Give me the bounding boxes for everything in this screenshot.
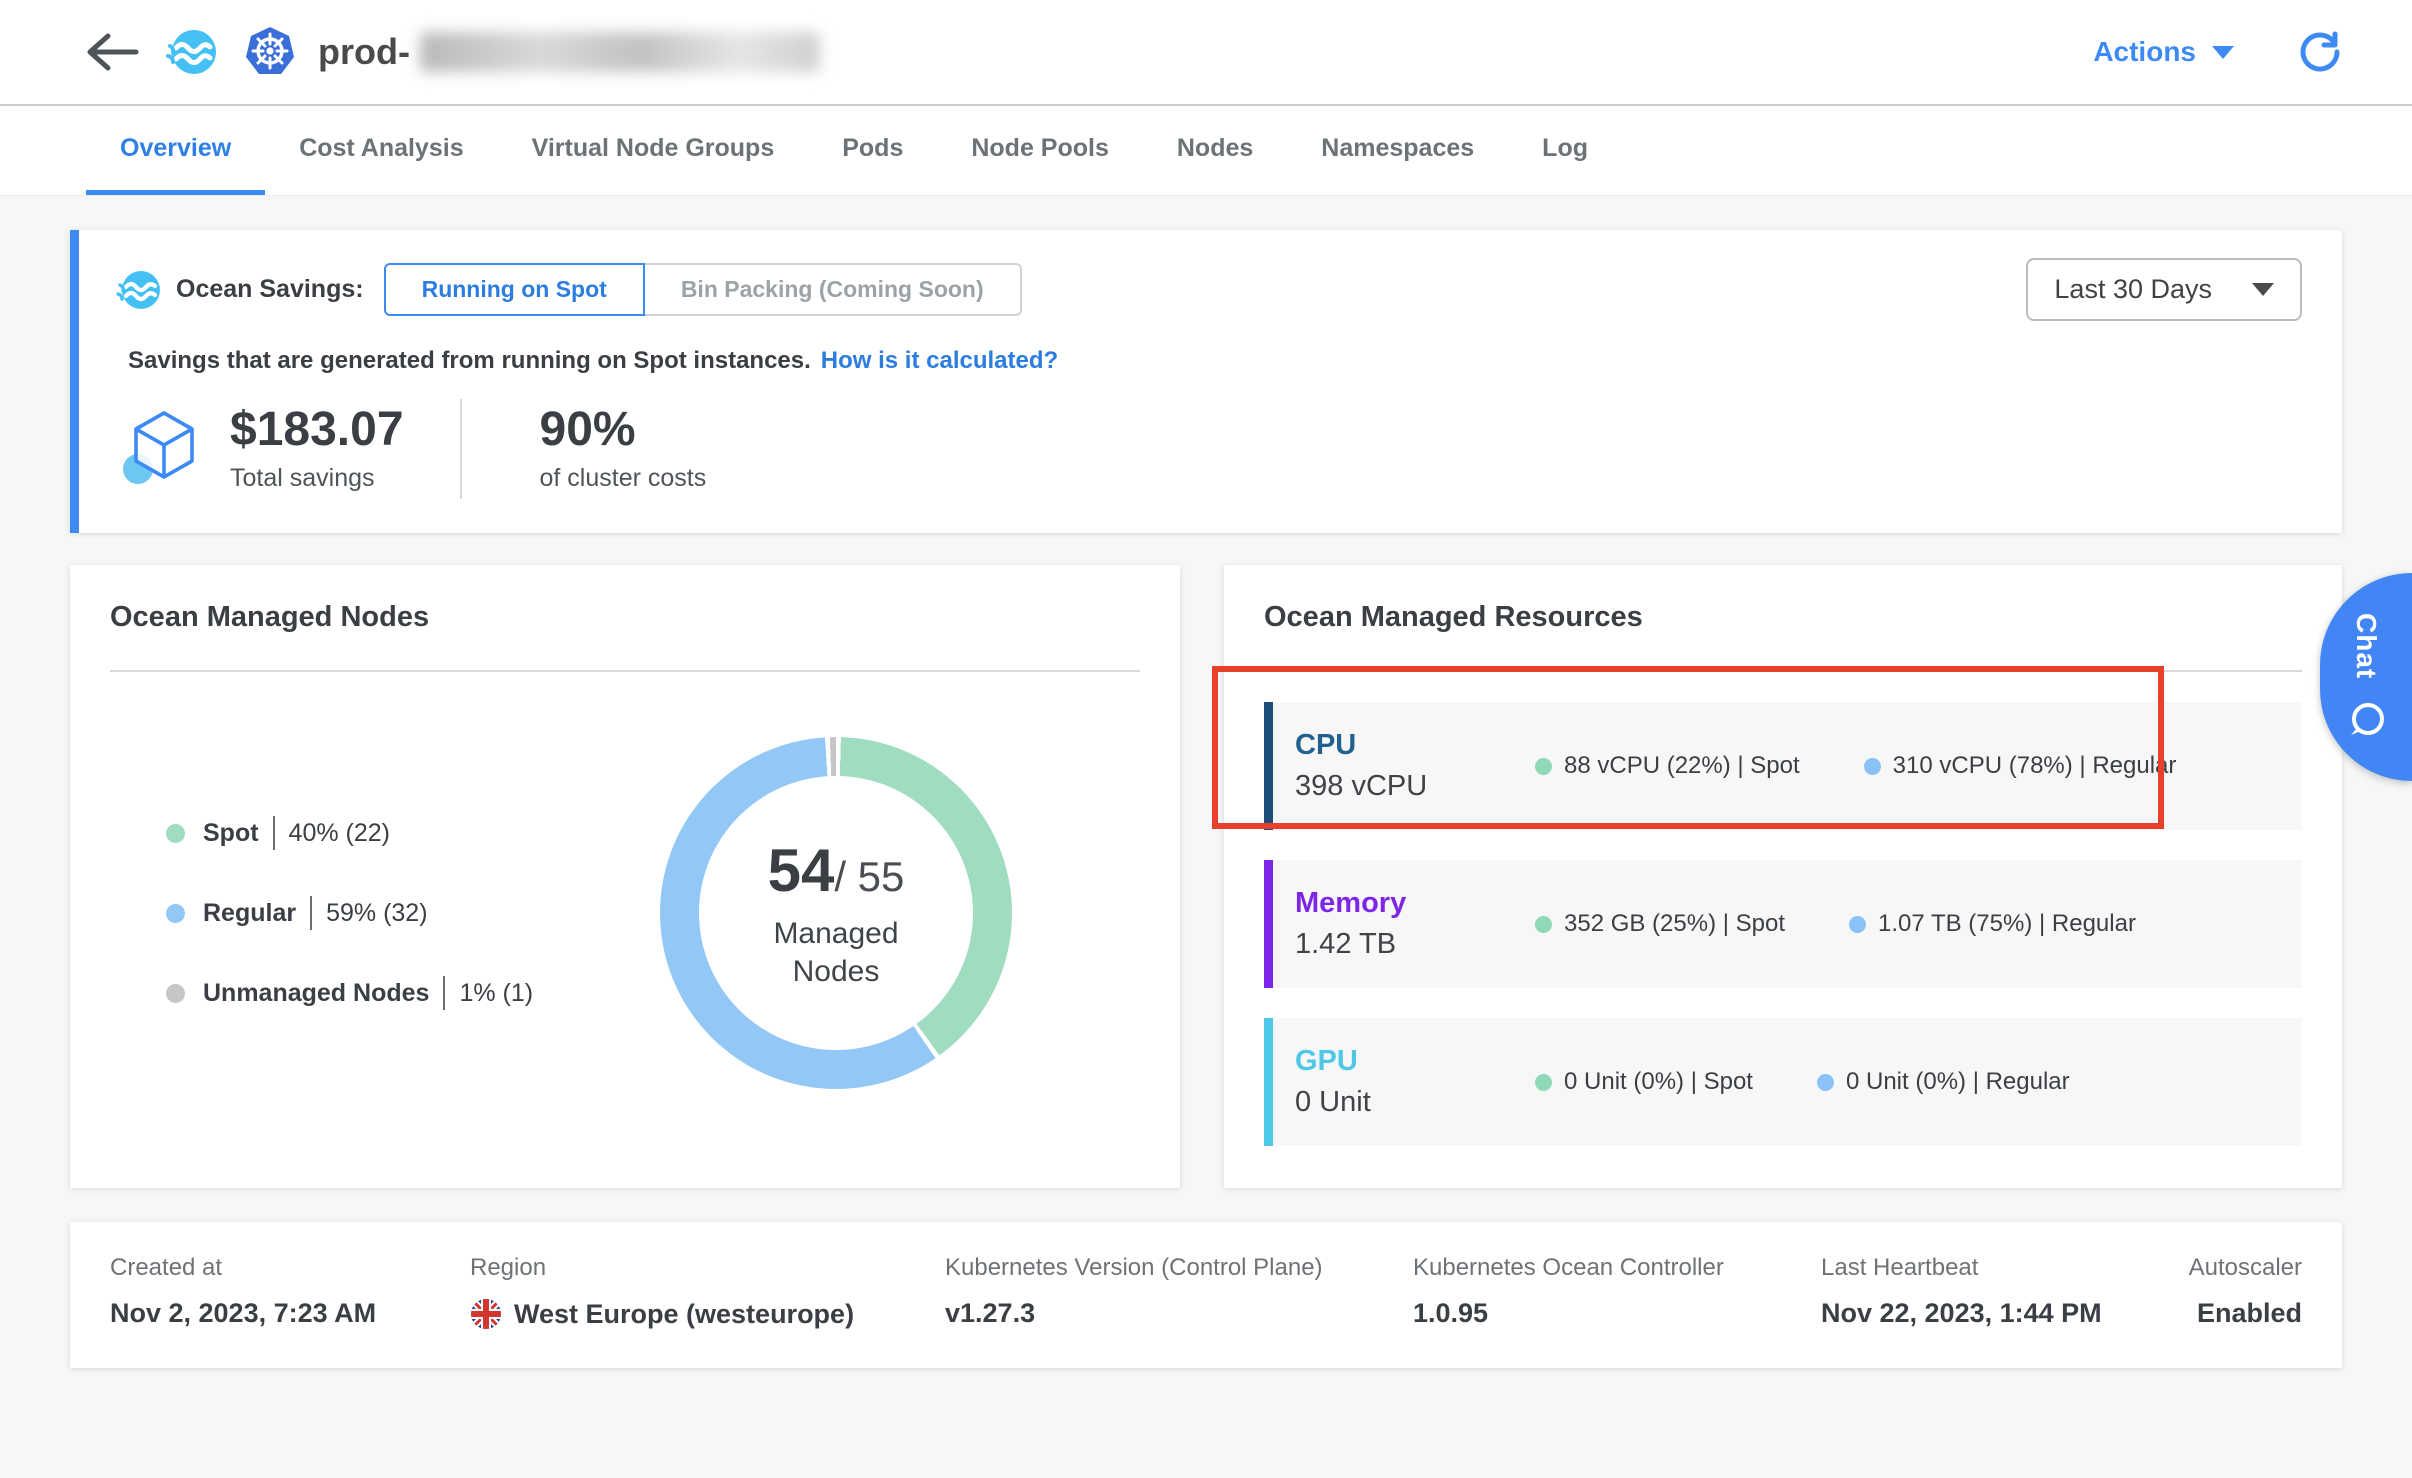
unmanaged-legend-dot <box>166 983 185 1003</box>
memory-name: Memory <box>1295 887 1407 919</box>
gpu-spot-detail: 0 Unit (0%) | Spot <box>1535 1068 1753 1096</box>
divider <box>110 670 1140 672</box>
tab-cost-analysis[interactable]: Cost Analysis <box>299 133 464 162</box>
ocean-managed-resources-card: Ocean Managed Resources CPU 398 vCPU 88 … <box>1212 565 2342 1188</box>
footer-k8s-version: Kubernetes Version (Control Plane) v1.27… <box>945 1254 1323 1328</box>
chevron-down-icon <box>2212 45 2234 59</box>
total-savings-stat: $183.07 Total savings <box>230 403 404 492</box>
cluster-cost-percent-value: 90% <box>539 403 636 457</box>
memory-spot-detail: 352 GB (25%) | Spot <box>1535 910 1785 938</box>
gpu-regular-detail: 0 Unit (0%) | Regular <box>1816 1068 2070 1096</box>
legend-item-spot: Spot 40% (22) <box>166 816 533 850</box>
chat-bubble-icon <box>2351 703 2384 736</box>
tab-overview[interactable]: Overview <box>86 106 266 195</box>
tab-namespaces[interactable]: Namespaces <box>1321 133 1475 162</box>
gpu-accent-bar <box>1264 1018 1273 1146</box>
actions-button[interactable]: Actions <box>2093 36 2234 68</box>
page-content: Ocean Savings: Running on Spot Bin Packi… <box>0 196 2412 1478</box>
resource-row-cpu: CPU 398 vCPU 88 vCPU (22%) | Spot 310 vC… <box>1264 702 2302 830</box>
ocean-savings-icon <box>116 270 160 309</box>
legend-item-unmanaged: Unmanaged Nodes 1% (1) <box>166 976 533 1010</box>
refresh-icon[interactable] <box>2298 30 2342 74</box>
top-bar: prod- Actions <box>0 0 2412 106</box>
how-calculated-link[interactable]: How is it calculated? <box>820 347 1059 374</box>
savings-description: Savings that are generated from running … <box>128 347 1059 374</box>
gpu-total: 0 Unit <box>1295 1086 1371 1118</box>
running-on-spot-toggle[interactable]: Running on Spot <box>383 263 645 316</box>
divider <box>1264 670 2302 672</box>
regular-dot <box>1849 915 1867 933</box>
total-savings-label: Total savings <box>230 463 375 492</box>
memory-total: 1.42 TB <box>1295 928 1397 960</box>
chevron-down-icon <box>2252 283 2274 296</box>
tab-pods[interactable]: Pods <box>842 133 904 162</box>
spot-dot <box>1535 915 1552 933</box>
tab-nodes[interactable]: Nodes <box>1176 133 1254 162</box>
managed-nodes-donut-chart: 54/ 55 Managed Nodes <box>660 737 1012 1089</box>
redacted-cluster-name <box>419 32 820 72</box>
cpu-name: CPU <box>1295 729 1357 761</box>
cpu-spot-detail: 88 vCPU (22%) | Spot <box>1535 752 1800 780</box>
nodes-legend: Spot 40% (22) Regular 59% (32) Unmanaged… <box>166 770 533 1056</box>
legend-item-regular: Regular 59% (32) <box>166 896 533 930</box>
managed-nodes-title: Ocean Managed Nodes <box>110 601 430 633</box>
bin-packing-toggle[interactable]: Bin Packing (Coming Soon) <box>644 263 1022 316</box>
footer-ocean-controller: Kubernetes Ocean Controller 1.0.95 <box>1413 1254 1724 1328</box>
ocean-logo-icon <box>166 30 216 74</box>
chat-label: Chat <box>2351 612 2382 680</box>
tab-virtual-node-groups[interactable]: Virtual Node Groups <box>531 133 775 162</box>
ocean-savings-card: Ocean Savings: Running on Spot Bin Packi… <box>70 230 2342 533</box>
savings-toggle-group: Running on Spot Bin Packing (Coming Soon… <box>383 263 1022 316</box>
footer-created-at: Created at Nov 2, 2023, 7:23 AM <box>110 1254 377 1328</box>
savings-cube-icon <box>123 411 194 484</box>
regular-dot <box>1863 757 1881 775</box>
kubernetes-logo-icon <box>246 27 294 74</box>
footer-autoscaler: Autoscaler Enabled <box>2188 1254 2302 1328</box>
cpu-accent-bar <box>1264 702 1273 830</box>
spot-dot <box>1535 757 1552 775</box>
period-selected-value: Last 30 Days <box>2054 274 2212 304</box>
regular-legend-dot <box>166 903 185 923</box>
total-savings-value: $183.07 <box>230 403 404 457</box>
cpu-regular-detail: 310 vCPU (78%) | Regular <box>1863 752 2176 780</box>
tab-log[interactable]: Log <box>1542 133 1588 162</box>
managed-resources-title: Ocean Managed Resources <box>1264 601 1643 633</box>
resource-row-memory: Memory 1.42 TB 352 GB (25%) | Spot 1.07 … <box>1264 860 2302 988</box>
cluster-info-footer: Created at Nov 2, 2023, 7:23 AM Region W… <box>70 1222 2342 1368</box>
stat-divider <box>459 399 462 499</box>
cpu-total: 398 vCPU <box>1295 770 1428 802</box>
uk-flag-icon <box>471 1299 501 1329</box>
autoscaler-status: Enabled <box>2196 1298 2302 1328</box>
savings-accent-bar <box>70 230 79 533</box>
tab-bar: Overview Cost Analysis Virtual Node Grou… <box>0 106 2412 196</box>
tab-node-pools[interactable]: Node Pools <box>971 133 1109 162</box>
cluster-title: prod- <box>318 31 410 72</box>
actions-label: Actions <box>2093 36 2196 67</box>
gpu-name: GPU <box>1295 1045 1358 1077</box>
memory-regular-detail: 1.07 TB (75%) | Regular <box>1849 910 2136 938</box>
resource-row-gpu: GPU 0 Unit 0 Unit (0%) | Spot 0 Unit (0%… <box>1264 1018 2302 1146</box>
cluster-cost-percent-stat: 90% of cluster costs <box>539 403 707 492</box>
savings-section-label: Ocean Savings: <box>176 275 364 303</box>
footer-region: Region West Europe (westeurope) <box>470 1254 855 1329</box>
footer-last-heartbeat: Last Heartbeat Nov 22, 2023, 1:44 PM <box>1821 1254 2102 1328</box>
back-arrow-icon[interactable] <box>84 32 140 72</box>
donut-center: 54/ 55 Managed Nodes <box>699 776 973 1050</box>
spot-dot <box>1535 1073 1552 1091</box>
ocean-managed-nodes-card: Ocean Managed Nodes Spot 40% (22) Regula… <box>70 565 1180 1188</box>
memory-accent-bar <box>1264 860 1273 988</box>
spot-legend-dot <box>166 823 185 843</box>
cluster-cost-percent-label: of cluster costs <box>539 463 707 492</box>
period-dropdown[interactable]: Last 30 Days <box>2026 258 2302 321</box>
regular-dot <box>1816 1073 1834 1091</box>
